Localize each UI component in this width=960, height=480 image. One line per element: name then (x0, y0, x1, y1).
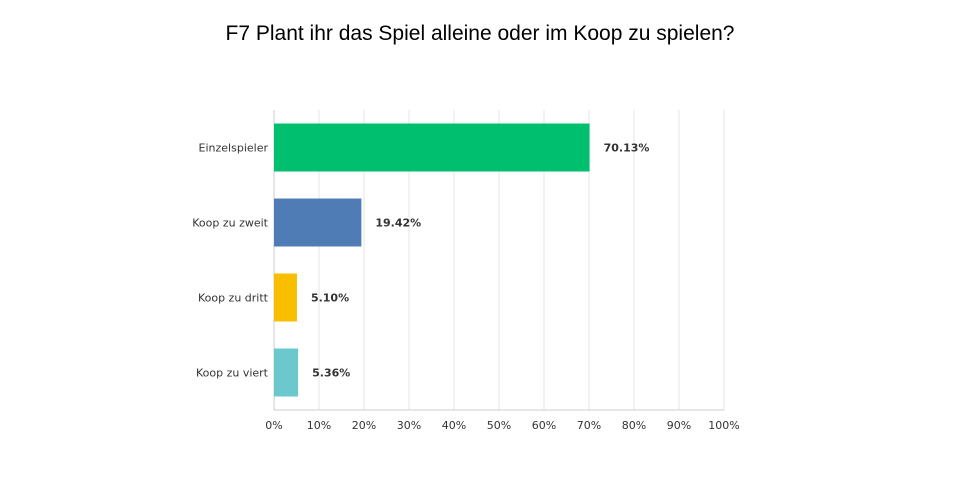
value-label: 19.42% (375, 217, 421, 230)
x-tick-label: 30% (397, 419, 421, 432)
x-tick-label: 60% (532, 419, 556, 432)
x-tick-label: 80% (622, 419, 646, 432)
x-tick-label: 20% (352, 419, 376, 432)
value-label: 70.13% (604, 142, 650, 155)
category-label: Koop zu viert (196, 367, 269, 380)
bar (274, 198, 362, 247)
bar (274, 273, 297, 322)
x-tick-label: 50% (487, 419, 511, 432)
x-tick-label: 100% (708, 419, 739, 432)
x-tick-label: 0% (265, 419, 282, 432)
x-tick-label: 40% (442, 419, 466, 432)
value-label: 5.10% (311, 292, 349, 305)
chart-title: F7 Plant ihr das Spiel alleine oder im K… (225, 22, 735, 45)
x-tick-label: 70% (577, 419, 601, 432)
category-label: Einzelspieler (199, 142, 269, 155)
category-label: Koop zu dritt (198, 292, 269, 305)
category-label: Koop zu zweit (192, 217, 268, 230)
x-tick-label: 10% (307, 419, 331, 432)
bar (274, 123, 590, 172)
x-tick-label: 90% (667, 419, 691, 432)
bar (274, 348, 299, 397)
value-label: 5.36% (312, 367, 350, 380)
